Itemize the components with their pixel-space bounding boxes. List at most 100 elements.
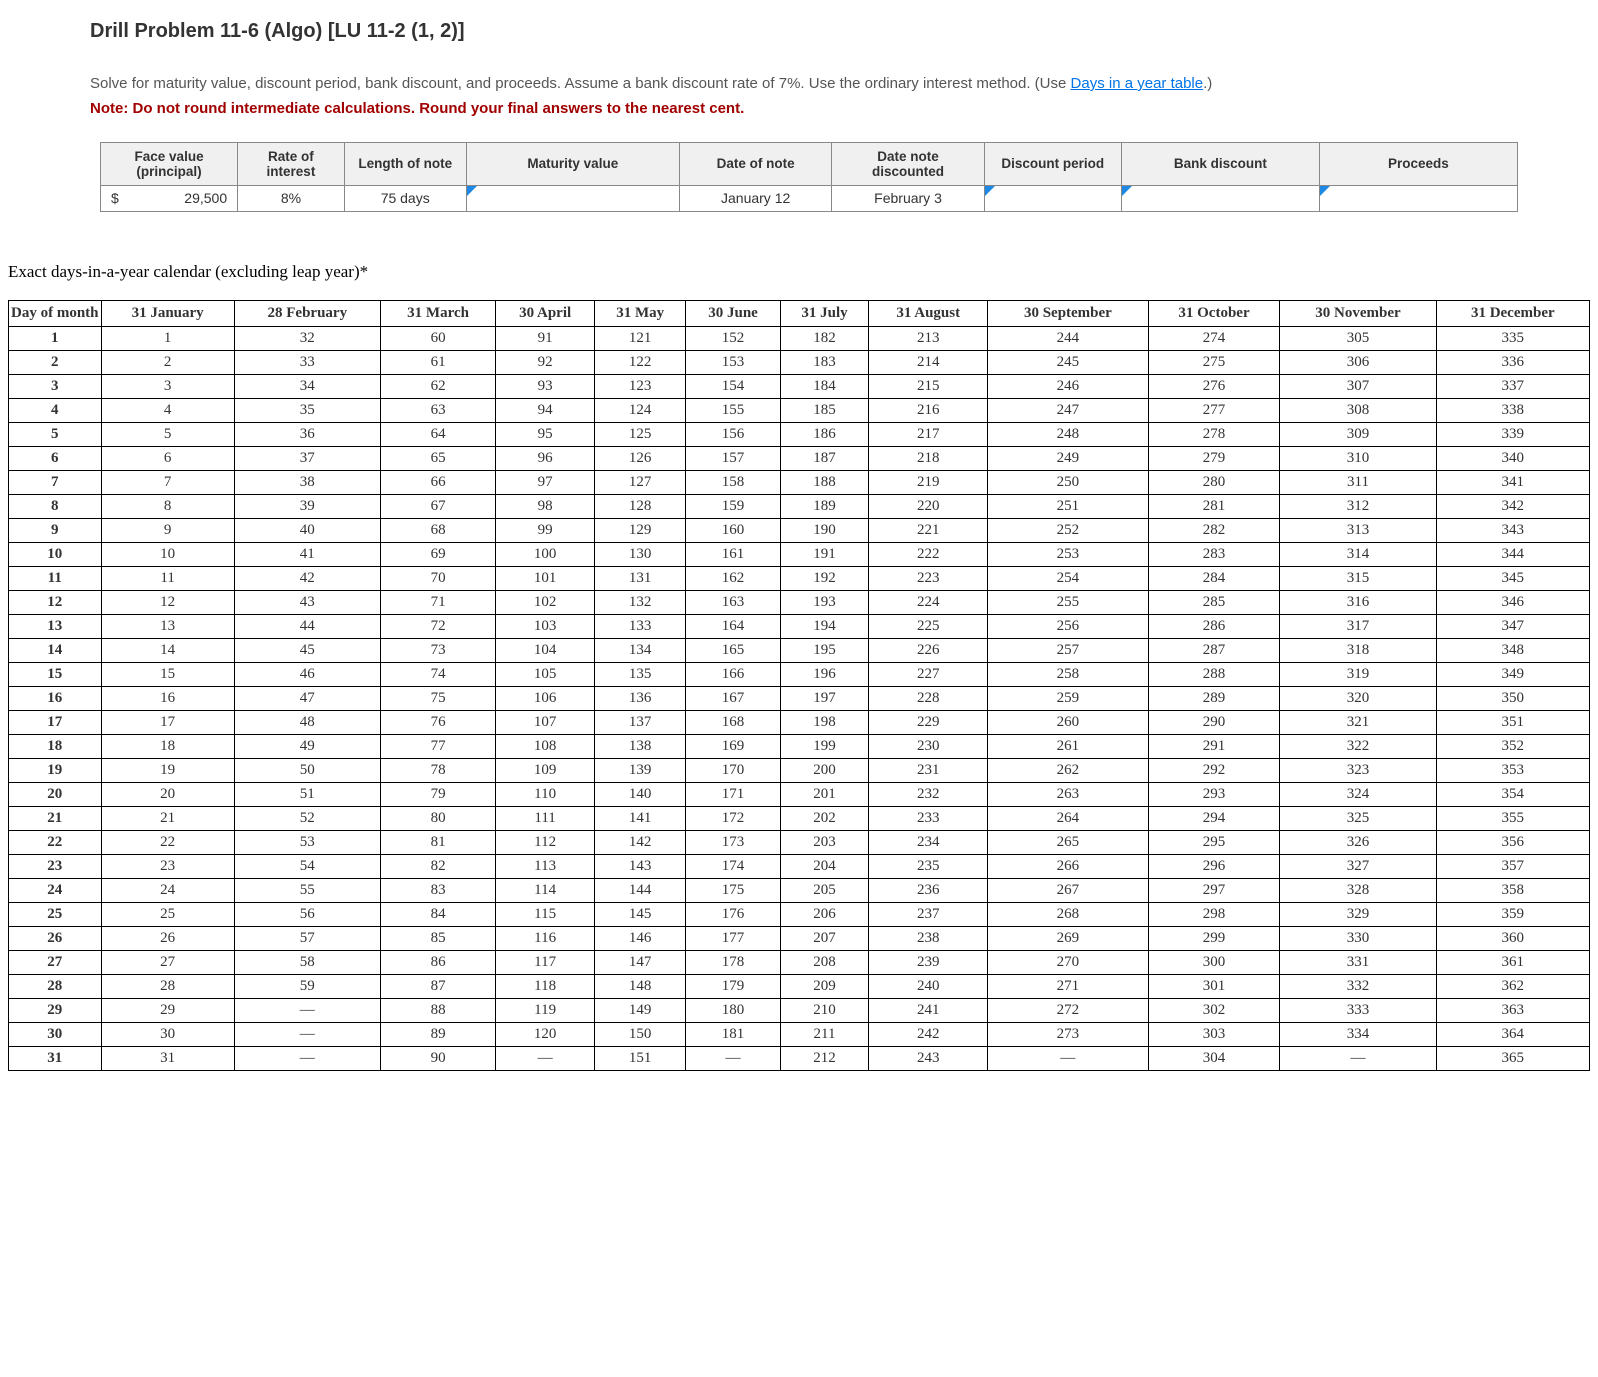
calendar-value-cell: 145 <box>594 902 685 926</box>
calendar-value-cell: 222 <box>869 542 988 566</box>
calendar-value-cell: 267 <box>988 878 1149 902</box>
calendar-value-cell: 122 <box>594 350 685 374</box>
calendar-value-cell: 292 <box>1148 758 1280 782</box>
calendar-value-cell: 204 <box>780 854 869 878</box>
calendar-day-cell: 10 <box>9 542 102 566</box>
header-nov: 30 November <box>1280 300 1436 326</box>
calendar-value-cell: 272 <box>988 998 1149 1022</box>
calendar-value-cell: 318 <box>1280 638 1436 662</box>
calendar-value-cell: 10 <box>101 542 234 566</box>
calendar-value-cell: 131 <box>594 566 685 590</box>
calendar-row: 33346293123154184215246276307337 <box>9 374 1590 398</box>
calendar-value-cell: 113 <box>496 854 595 878</box>
calendar-row: 13134472103133164194225256286317347 <box>9 614 1590 638</box>
calendar-value-cell: 219 <box>869 470 988 494</box>
calendar-value-cell: 31 <box>101 1046 234 1070</box>
calendar-value-cell: 362 <box>1436 974 1589 998</box>
calendar-value-cell: 115 <box>496 902 595 926</box>
calendar-value-cell: 182 <box>780 326 869 350</box>
calendar-value-cell: 302 <box>1148 998 1280 1022</box>
calendar-value-cell: 25 <box>101 902 234 926</box>
calendar-value-cell: 117 <box>496 950 595 974</box>
days-in-year-link[interactable]: Days in a year table <box>1071 75 1204 92</box>
calendar-value-cell: 12 <box>101 590 234 614</box>
calendar-day-cell: 13 <box>9 614 102 638</box>
calendar-value-cell: 83 <box>380 878 495 902</box>
calendar-value-cell: 207 <box>780 926 869 950</box>
calendar-value-cell: 308 <box>1280 398 1436 422</box>
calendar-value-cell: 334 <box>1280 1022 1436 1046</box>
calendar-row: 25255684115145176206237268298329359 <box>9 902 1590 926</box>
cell-maturity-input[interactable] <box>466 185 679 211</box>
calendar-value-cell: 43 <box>234 590 380 614</box>
calendar-value-cell: 303 <box>1148 1022 1280 1046</box>
calendar-row: 14144573104134165195226257287318348 <box>9 638 1590 662</box>
calendar-value-cell: 42 <box>234 566 380 590</box>
calendar-value-cell: 230 <box>869 734 988 758</box>
calendar-value-cell: 66 <box>380 470 495 494</box>
day-of-month-label: Day of month <box>11 305 99 321</box>
calendar-row: 3030—89120150181211242273303334364 <box>9 1022 1590 1046</box>
calendar-value-cell: 126 <box>594 446 685 470</box>
calendar-value-cell: 266 <box>988 854 1149 878</box>
calendar-value-cell: 298 <box>1148 902 1280 926</box>
calendar-value-cell: 228 <box>869 686 988 710</box>
header-date-note: Date of note <box>679 142 831 185</box>
cell-discount-period-input[interactable] <box>984 185 1121 211</box>
calendar-value-cell: 309 <box>1280 422 1436 446</box>
calendar-value-cell: 327 <box>1280 854 1436 878</box>
calendar-value-cell: 91 <box>496 326 595 350</box>
calendar-row: 18184977108138169199230261291322352 <box>9 734 1590 758</box>
cell-proceeds-input[interactable] <box>1319 185 1517 211</box>
calendar-value-cell: 47 <box>234 686 380 710</box>
calendar-value-cell: 330 <box>1280 926 1436 950</box>
calendar-value-cell: 269 <box>988 926 1149 950</box>
calendar-value-cell: 274 <box>1148 326 1280 350</box>
calendar-value-cell: 236 <box>869 878 988 902</box>
calendar-value-cell: 6 <box>101 446 234 470</box>
calendar-value-cell: 214 <box>869 350 988 374</box>
calendar-day-cell: 9 <box>9 518 102 542</box>
cell-bank-discount-input[interactable] <box>1121 185 1319 211</box>
calendar-value-cell: 26 <box>101 926 234 950</box>
calendar-value-cell: 158 <box>686 470 780 494</box>
calendar-value-cell: 89 <box>380 1022 495 1046</box>
calendar-value-cell: 28 <box>101 974 234 998</box>
calendar-value-cell: 110 <box>496 782 595 806</box>
calendar-row: 15154674105135166196227258288319349 <box>9 662 1590 686</box>
calendar-value-cell: 354 <box>1436 782 1589 806</box>
calendar-value-cell: 167 <box>686 686 780 710</box>
calendar-value-cell: 18 <box>101 734 234 758</box>
calendar-value-cell: 134 <box>594 638 685 662</box>
calendar-value-cell: 162 <box>686 566 780 590</box>
calendar-value-cell: 104 <box>496 638 595 662</box>
calendar-value-cell: 241 <box>869 998 988 1022</box>
calendar-value-cell: 139 <box>594 758 685 782</box>
input-data-row: $ 29,500 8% 75 days January 12 February … <box>101 185 1518 211</box>
calendar-value-cell: 258 <box>988 662 1149 686</box>
calendar-value-cell: 260 <box>988 710 1149 734</box>
calendar-value-cell: 20 <box>101 782 234 806</box>
calendar-value-cell: 23 <box>101 854 234 878</box>
calendar-value-cell: 347 <box>1436 614 1589 638</box>
calendar-value-cell: 220 <box>869 494 988 518</box>
calendar-value-cell: 205 <box>780 878 869 902</box>
calendar-value-cell: 73 <box>380 638 495 662</box>
calendar-value-cell: 140 <box>594 782 685 806</box>
calendar-value-cell: 160 <box>686 518 780 542</box>
calendar-value-cell: 280 <box>1148 470 1280 494</box>
calendar-day-cell: 23 <box>9 854 102 878</box>
calendar-value-cell: 41 <box>234 542 380 566</box>
calendar-value-cell: 276 <box>1148 374 1280 398</box>
calendar-value-cell: 177 <box>686 926 780 950</box>
calendar-value-cell: 190 <box>780 518 869 542</box>
calendar-value-cell: 7 <box>101 470 234 494</box>
calendar-value-cell: 103 <box>496 614 595 638</box>
calendar-value-cell: 11 <box>101 566 234 590</box>
calendar-value-cell: 286 <box>1148 614 1280 638</box>
calendar-value-cell: 61 <box>380 350 495 374</box>
calendar-value-cell: 13 <box>101 614 234 638</box>
calendar-value-cell: 313 <box>1280 518 1436 542</box>
calendar-value-cell: 69 <box>380 542 495 566</box>
header-bank-discount: Bank discount <box>1121 142 1319 185</box>
